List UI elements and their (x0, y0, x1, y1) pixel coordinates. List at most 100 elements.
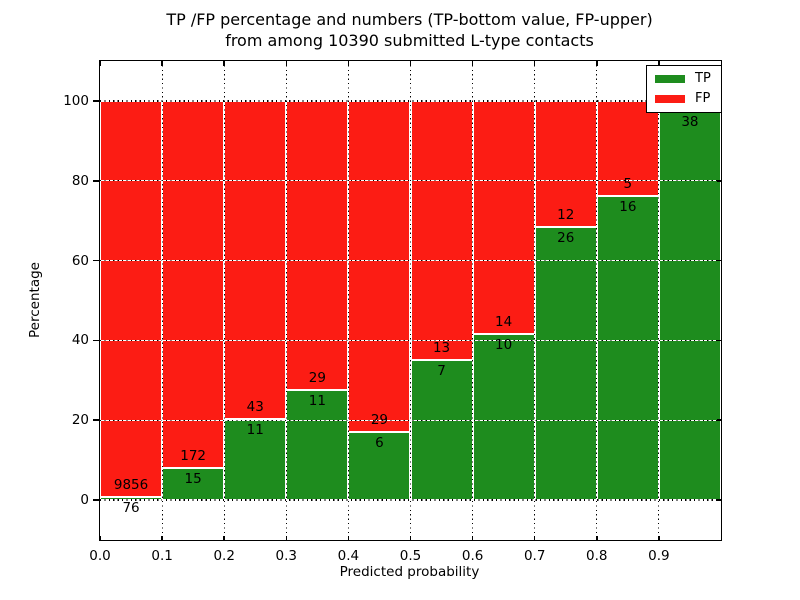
bar-label-tp: 7 (437, 363, 446, 380)
gridline-v (347, 61, 349, 540)
chart-title: TP /FP percentage and numbers (TP-bottom… (99, 9, 720, 51)
gridline-v (161, 61, 163, 540)
bar-label-fp: 12 (557, 206, 575, 223)
y-axis-tick-right (716, 419, 721, 422)
x-axis-tick-top (533, 61, 536, 66)
x-axis-tick-top (409, 61, 412, 66)
bar-segment-tp (658, 111, 721, 501)
x-tick-label: 0.8 (586, 548, 608, 564)
gridline-v (534, 61, 536, 540)
y-tick-label: 20 (71, 412, 89, 429)
bar-segment-fp (162, 100, 225, 469)
bar-segment-fp (410, 100, 473, 361)
legend-label-tp: TP (695, 71, 711, 86)
bar-label-tp: 15 (184, 471, 202, 488)
x-axis-tick-bottom (658, 535, 660, 540)
legend: TP FP (646, 65, 722, 113)
bar-segment-fp (286, 100, 349, 391)
x-axis-tick-bottom (99, 535, 101, 540)
y-axis-tick (92, 259, 99, 262)
plot-area: 0 20 40 60 80 100 0.0 0.1 0.2 0.3 0.4 0.5 0.6 0.7 0.8 0… (63, 60, 722, 564)
bar-segment-fp (472, 100, 535, 334)
bar-segment-tp (348, 431, 411, 501)
bar-label-tp: 10 (495, 336, 513, 353)
y-tick-label: 40 (71, 332, 89, 349)
x-axis-tick-top (285, 61, 288, 66)
bar-label-tp: 76 (122, 500, 140, 517)
x-tick-label: 0.4 (337, 548, 360, 564)
gridline-v (285, 61, 287, 540)
x-axis-tick-bottom (409, 535, 412, 540)
gridline-v (658, 61, 660, 540)
bar-segment-tp (410, 360, 473, 501)
x-axis-label: Predicted probability (339, 564, 480, 580)
x-tick-label: 0.9 (648, 548, 670, 564)
gridline-v (409, 61, 412, 540)
x-axis-tick-top (471, 61, 474, 66)
x-axis-tick-top (223, 61, 225, 66)
bar-label-fp: 9856 (113, 477, 149, 494)
y-tick-label: 100 (63, 92, 89, 109)
bar-segment-fp (348, 100, 411, 432)
y-axis-tick (92, 339, 99, 342)
y-axis-tick (92, 179, 99, 182)
y-axis-tick-right (716, 179, 721, 182)
bar-segment-tp (472, 333, 535, 501)
bar-label-fp: 29 (308, 370, 326, 387)
x-tick-label: 0.2 (213, 548, 235, 564)
chart-title-line1: TP /FP percentage and numbers (TP-bottom… (166, 10, 653, 29)
bar-label-fp: 172 (180, 448, 207, 465)
x-axis-tick-bottom (285, 535, 288, 540)
bar-label-tp: 11 (246, 421, 264, 438)
y-tick-label: 0 (80, 492, 89, 509)
y-axis-tick (92, 499, 99, 501)
bar-segment-fp (100, 100, 163, 498)
y-axis-tick-right (716, 259, 721, 262)
bar-label-tp: 11 (308, 393, 326, 410)
bar-label-tp: 6 (375, 434, 384, 451)
gridline-v (472, 61, 474, 540)
y-axis-label-wrap: Percentage (24, 60, 46, 539)
bar-label-tp: 16 (619, 198, 637, 215)
y-axis-tick-right (716, 339, 721, 342)
x-axis-tick-bottom (533, 535, 536, 540)
gridline-v (223, 61, 225, 540)
x-axis-tick-top (596, 61, 598, 66)
x-tick-label: 0.5 (399, 548, 422, 564)
bar-segment-tp (286, 390, 349, 501)
bar-label-fp: 5 (623, 175, 633, 192)
gridline-v (596, 61, 598, 540)
bar-label-fp: 14 (495, 313, 513, 330)
y-axis-tick (92, 100, 99, 102)
y-tick-label: 60 (71, 252, 89, 269)
y-axis-tick-right (716, 499, 721, 501)
bar-label-fp: 29 (370, 411, 389, 428)
legend-swatch-fp (655, 94, 685, 104)
legend-label-fp: FP (695, 91, 711, 106)
bar-segment-tp (534, 226, 597, 501)
x-axis-tick-bottom (161, 535, 163, 540)
x-tick-label: 0.3 (275, 548, 298, 564)
bar-label-tp: 26 (557, 229, 575, 246)
bar-label-fp: 43 (246, 398, 264, 415)
x-tick-label: 0.6 (461, 548, 484, 564)
x-axis-tick-top (161, 61, 163, 66)
legend-swatch-tp (655, 74, 685, 84)
y-axis-label: Percentage (27, 261, 44, 338)
x-axis-tick-bottom (471, 535, 474, 540)
x-axis-tick-top (658, 61, 660, 66)
bar-segment-fp (534, 100, 597, 227)
x-tick-label: 0.0 (89, 548, 111, 564)
y-axis-tick (92, 419, 99, 422)
x-axis-tick-bottom (223, 535, 225, 540)
x-axis-tick-bottom (347, 535, 350, 540)
y-tick-label: 80 (71, 172, 89, 189)
chart-title-line2: from among 10390 submitted L-type contac… (225, 31, 594, 50)
bar-segment-tp (596, 195, 659, 501)
bar-label-tp: 38 (681, 114, 699, 131)
x-tick-label: 0.7 (523, 548, 546, 564)
x-axis-tick-top (99, 61, 101, 66)
x-tick-label: 0.1 (151, 548, 173, 564)
bar-label-fp: 13 (432, 340, 451, 357)
